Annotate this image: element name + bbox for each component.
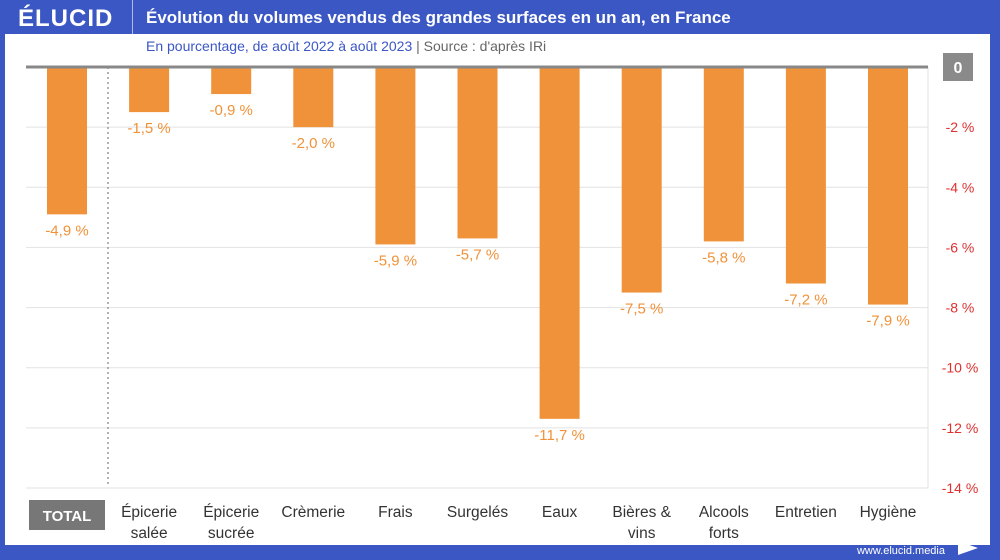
y-tick-label: -14 %: [942, 480, 979, 496]
x-tick-label: salée: [131, 525, 168, 542]
bar: [785, 67, 826, 284]
x-tick-label: Crèmerie: [281, 504, 345, 521]
x-tick-label: TOTAL: [43, 508, 92, 525]
bar: [129, 67, 170, 113]
data-label: -5,9 %: [374, 252, 417, 269]
bar: [375, 67, 416, 245]
subtitle-text: En pourcentage, de août 2022 à août 2023: [146, 38, 413, 54]
bar: [457, 67, 498, 239]
x-tick-label: Eaux: [542, 504, 578, 521]
x-tick-label: Épicerie: [203, 504, 259, 521]
y-tick-label: -10 %: [942, 360, 979, 376]
x-tick-label: sucrée: [208, 525, 255, 542]
y-tick-label: -4 %: [946, 179, 975, 195]
data-label: -7,2 %: [784, 292, 827, 309]
bar: [211, 67, 252, 95]
data-label: -5,8 %: [702, 249, 745, 266]
footer-url[interactable]: www.elucid.media: [856, 545, 945, 557]
x-tick-label: Épicerie: [121, 504, 177, 521]
data-label: -1,5 %: [127, 120, 170, 137]
bar: [703, 67, 744, 242]
bar: [293, 67, 334, 128]
y-tick-label: -8 %: [946, 300, 975, 316]
y-tick-label: 0: [954, 60, 963, 77]
x-tick-label: forts: [709, 525, 739, 542]
data-label: -0,9 %: [210, 102, 253, 119]
zero-label-box: [943, 53, 973, 81]
x-tick-label: Bières &: [612, 504, 671, 521]
x-tick-label: Surgelés: [447, 504, 508, 521]
y-tick-label: -2 %: [946, 119, 975, 135]
bar: [868, 67, 908, 305]
x-tick-label: Entretien: [775, 504, 837, 521]
data-label: -5,7 %: [456, 246, 499, 263]
bar: [539, 67, 580, 419]
data-label: -4,9 %: [45, 222, 88, 239]
chart-title: Évolution du volumes vendus des grandes …: [146, 8, 731, 27]
x-tick-label: Frais: [378, 504, 413, 521]
elucid-logo: ÉLUCID: [18, 5, 114, 32]
separator: |: [416, 38, 420, 54]
data-label: -7,9 %: [866, 313, 909, 330]
x-tick-label: Hygiène: [860, 504, 917, 521]
x-tick-label: vins: [628, 525, 656, 542]
y-tick-label: -12 %: [942, 420, 979, 436]
data-label: -11,7 %: [534, 427, 585, 444]
x-tick-label: Alcools: [699, 504, 749, 521]
y-tick-label: -6 %: [946, 239, 975, 255]
elucid-flag-icon: [958, 541, 978, 555]
bar: [621, 67, 662, 293]
chart-subtitle: En pourcentage, de août 2022 à août 2023…: [146, 38, 546, 54]
data-label: -2,0 %: [292, 135, 335, 152]
source-text: Source : d'après IRi: [423, 38, 547, 54]
bar: [47, 67, 87, 215]
header-divider: [132, 0, 133, 34]
data-label: -7,5 %: [620, 301, 663, 318]
total-label-box: [29, 500, 105, 530]
